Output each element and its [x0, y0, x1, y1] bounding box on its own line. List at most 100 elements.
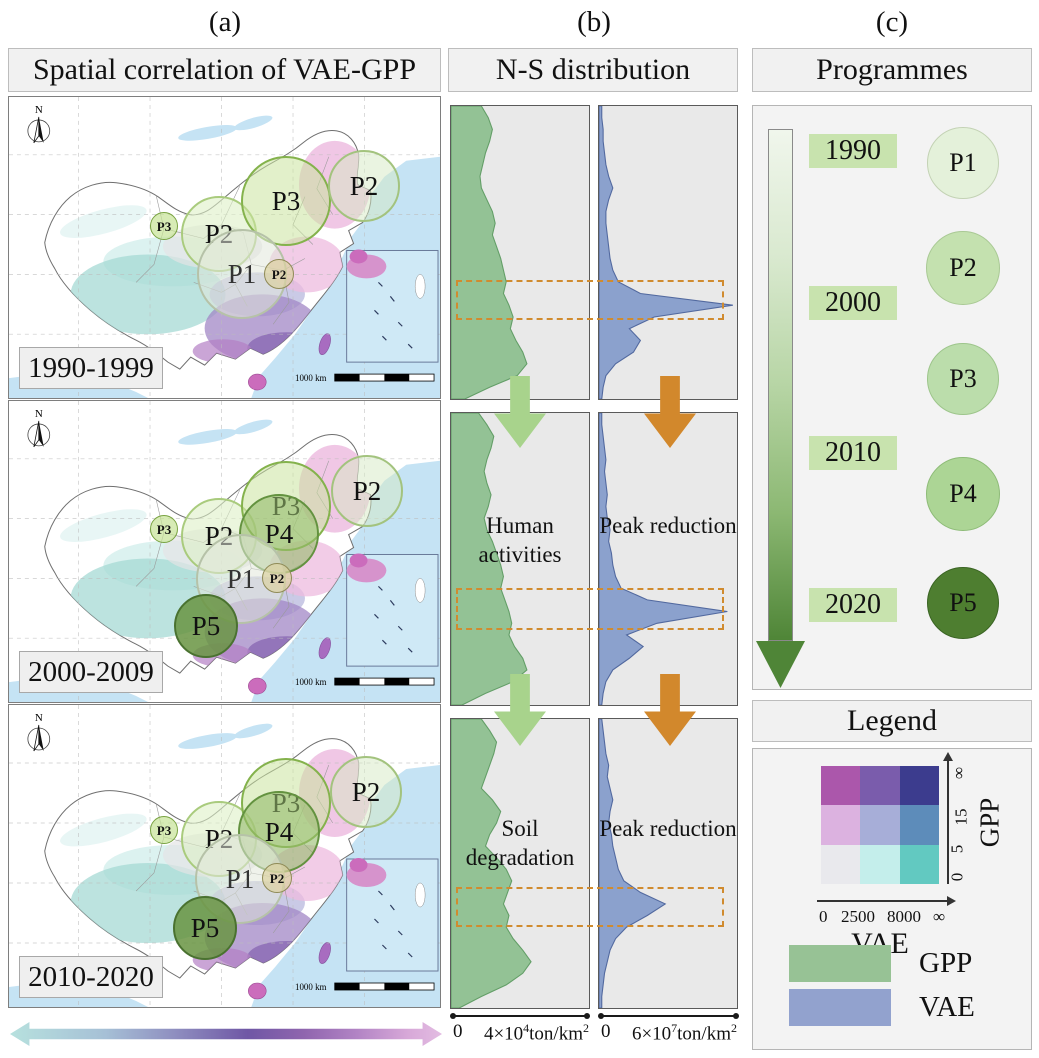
map-2010-2020: N 1000 km P2P3P4P2P1P2P3P5 2010-2020	[8, 704, 441, 1008]
hainan-island	[248, 373, 267, 391]
programme-pin-p5: P5	[173, 896, 237, 960]
legend-cell	[821, 844, 861, 884]
gpp-axis-max: 4×104ton/km2	[483, 1021, 589, 1045]
legend-cell	[821, 766, 861, 806]
svg-text:N: N	[35, 408, 43, 420]
panel-letter-c: (c)	[875, 6, 909, 38]
compass-north-arrow: N	[27, 104, 51, 144]
distribution-area	[599, 106, 733, 399]
programme-pin-p2: P2	[328, 150, 400, 222]
programme-pin-p2: P2	[330, 756, 402, 828]
panel-letter-a: (a)	[208, 6, 242, 38]
vae-tick-2500: 2500	[841, 907, 875, 926]
peak-highlight-box	[456, 588, 724, 630]
lake	[234, 419, 273, 435]
programme-pin-layer: P2 P3 P2 P1 P2 P3	[9, 97, 440, 398]
header-ns-distribution: N-S distribution	[448, 48, 738, 92]
programmes-panel: 1990 2000 2010 2020 P1 P2 P3 P4 P5	[752, 105, 1032, 690]
taiwan-island	[318, 333, 331, 356]
map-1990-1999: N 1000 km P2 P3 P2 P1 P2 P3 1990-1999	[8, 96, 441, 399]
programme-pin-p2: P2	[262, 563, 292, 593]
programme-pin-layer: P2P3P4P2P1P2P3P5	[9, 705, 440, 1007]
vae-tick-0: 0	[819, 907, 828, 926]
bivariate-legend-matrix	[821, 766, 939, 884]
bivariate-colorbar-arrow	[10, 1022, 442, 1046]
distribution-area	[451, 719, 532, 1008]
gpp-tick-inf: ∞	[949, 766, 969, 780]
gpp-axis-labels: 0 4×104ton/km2	[450, 1021, 592, 1045]
programme-circle-p4: P4	[926, 457, 1000, 531]
annotation-human-activities: Human activities	[478, 513, 562, 567]
vae-distribution-2010	[598, 718, 738, 1009]
year-1990: 1990	[809, 134, 897, 168]
lake	[178, 429, 237, 445]
taiwan-island	[318, 637, 331, 660]
year-2020: 2020	[809, 588, 897, 622]
vae-axis-zero: 0	[601, 1021, 611, 1042]
gpp-tick-0: 0	[947, 872, 967, 882]
vae-axis-max: 6×107ton/km2	[631, 1021, 737, 1045]
vae-tick-8000: 8000	[887, 907, 921, 926]
vae-swatch	[789, 989, 891, 1026]
gpp-distribution-2000	[450, 412, 590, 706]
programme-pin-p2: P2	[331, 455, 403, 527]
annotation-peak-reduction: Peak reduction	[599, 816, 737, 841]
annotation-peak-reduction: Peak reduction	[599, 513, 737, 538]
programme-circle-p1: P1	[927, 127, 999, 199]
vae-legend-axis	[817, 896, 956, 906]
distribution-area	[599, 719, 667, 1008]
scale-bar: 1000 km	[295, 677, 435, 687]
period-label: 1990-1999	[19, 347, 163, 389]
svg-text:1000 km: 1000 km	[295, 677, 327, 687]
programme-pin-p2: P2	[262, 863, 292, 893]
legend-cell	[860, 766, 900, 806]
header-legend: Legend	[752, 700, 1032, 742]
hainan-island	[248, 982, 267, 1000]
vae-swatch-label: VAE	[919, 991, 975, 1023]
year-2000: 2000	[809, 286, 897, 320]
gpp-axis-zero: 0	[453, 1021, 463, 1042]
peak-highlight-box	[456, 887, 724, 927]
legend-cell	[899, 844, 939, 884]
hainan-island	[248, 677, 267, 695]
svg-text:N: N	[35, 104, 43, 116]
year-2010: 2010	[809, 436, 897, 470]
lake	[178, 125, 237, 141]
legend-panel: 0 2500 8000 ∞ 0 5 15 ∞ VAE GPP GPP VAE	[752, 748, 1032, 1050]
gpp-axis-line	[450, 1013, 590, 1019]
gpp-distribution-1990	[450, 105, 590, 400]
compass-north-arrow: N	[27, 408, 51, 448]
programme-pin-p5: P5	[174, 594, 238, 658]
gpp-tick-15: 15	[951, 808, 971, 826]
south-china-sea-inset	[346, 249, 439, 363]
panel-letter-b: (b)	[577, 6, 611, 38]
legend-cell	[821, 805, 861, 845]
vae-axis-labels: 0 6×107ton/km2	[598, 1021, 740, 1045]
legend-cell	[860, 844, 900, 884]
gpp-swatch-label: GPP	[919, 947, 973, 979]
map-2000-2009: N 1000 km P2P3P4P2P1P2P3P5 2000-2009	[8, 400, 441, 703]
gpp-swatch	[789, 945, 891, 982]
svg-text:1000 km: 1000 km	[295, 982, 327, 992]
gpp-axis-title: GPP	[974, 797, 1005, 848]
distribution-area	[599, 413, 728, 705]
legend-cell	[860, 805, 900, 845]
programme-pin-p3: P3	[150, 816, 178, 844]
programme-pin-p2: P2	[264, 259, 294, 289]
lake	[234, 723, 273, 739]
scale-bar: 1000 km	[295, 982, 435, 992]
header-spatial-correlation: Spatial correlation of VAE-GPP	[8, 48, 441, 92]
period-label: 2010-2020	[19, 956, 163, 998]
annotation-soil-degradation: Soil degradation	[465, 816, 575, 870]
scale-bar: 1000 km	[295, 373, 435, 383]
distribution-area	[451, 413, 528, 705]
programme-pin-layer: P2P3P4P2P1P2P3P5	[9, 401, 440, 702]
vae-axis-line	[598, 1013, 739, 1019]
header-programmes: Programmes	[752, 48, 1032, 92]
compass-north-arrow: N	[27, 712, 51, 752]
vae-distribution-1990	[598, 105, 738, 400]
lake	[234, 115, 273, 131]
programme-circle-p3: P3	[927, 343, 999, 415]
south-china-sea-inset	[346, 858, 439, 972]
svg-text:N: N	[35, 712, 43, 724]
